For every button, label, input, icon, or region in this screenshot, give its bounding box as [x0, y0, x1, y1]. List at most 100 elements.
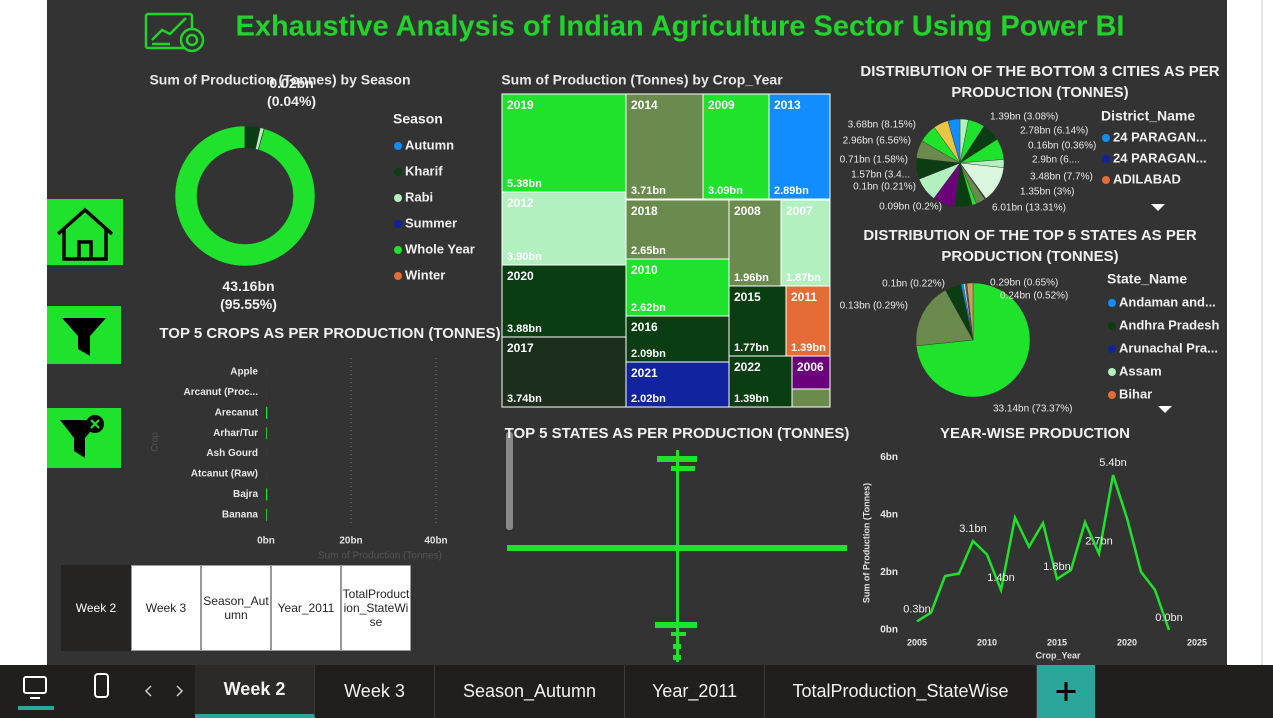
data-label: 33.14bn (73.37%) [993, 404, 1073, 415]
x-tick-label: 2015 [1047, 637, 1067, 647]
x-axis-title: Sum of Production (Tonnes) [318, 551, 442, 562]
legend-marker [1102, 176, 1110, 184]
data-label: 0.1bn (0.22%) [882, 279, 945, 290]
data-label: 1.8bn [1043, 561, 1071, 573]
legend-label: Whole Year [405, 241, 475, 256]
cell-value: 1.39bn [791, 342, 826, 354]
legend-scroll[interactable] [1151, 204, 1165, 211]
treemap-cell [785, 285, 831, 357]
data-label: 0.09bn (0.2%) [879, 202, 942, 213]
y-tick-label: 4bn [880, 509, 898, 520]
legend-marker [394, 246, 402, 254]
bar [266, 488, 268, 501]
cell-value: 3.74bn [507, 393, 542, 405]
desktop-view-button[interactable] [18, 676, 54, 710]
page-title: Exhaustive Analysis of Indian Agricultur… [235, 11, 1124, 43]
bar [266, 427, 267, 440]
legend-marker [1108, 299, 1116, 307]
y-tick-label: Ash Gourd [206, 448, 258, 459]
data-label: 0.29bn (0.65%) [990, 278, 1058, 289]
bookmark-button[interactable]: Year_2011 [271, 565, 341, 651]
page-tab[interactable]: Week 3 [315, 665, 435, 718]
cell-value: 1.87bn [786, 272, 821, 284]
cell-label: 2015 [734, 290, 761, 304]
y-tick-label: Apple [230, 367, 258, 378]
cell-value: 1.77bn [734, 342, 769, 354]
pie-slice [915, 289, 974, 347]
y-tick-label: 0bn [880, 625, 898, 636]
cell-value: 5.38bn [507, 178, 542, 190]
cell-label: 2012 [507, 196, 534, 210]
data-label: 2.7bn [1085, 536, 1113, 548]
page-tab[interactable]: Year_2011 [625, 665, 765, 718]
page-tab[interactable]: Season_Autumn [435, 665, 625, 718]
data-label: 0.02bn (0.04%) [267, 74, 317, 109]
legend-title: State_Name [1107, 271, 1187, 287]
legend-label: Autumn [405, 137, 454, 152]
data-label: 0.24bn (0.52%) [1000, 291, 1068, 302]
legend-label: Andhra Pradesh [1119, 317, 1219, 332]
mobile-view-button[interactable] [94, 673, 109, 698]
bar [266, 508, 267, 521]
x-axis-title: Crop_Year [1035, 650, 1081, 660]
legend-label: Rabi [405, 189, 433, 204]
treemap-cell [728, 355, 793, 408]
page-tab[interactable]: TotalProduction_StateWise [765, 665, 1037, 718]
legend-label: 24 PARAGAN... [1113, 150, 1207, 165]
filter-button[interactable] [47, 306, 121, 364]
y-tick-label: 6bn [880, 452, 898, 463]
data-label: 3.48bn (7.7%) [1030, 172, 1093, 183]
legend-label: Assam [1119, 363, 1162, 378]
page-tab[interactable]: Week 2 [195, 665, 315, 718]
treemap-cell [501, 93, 627, 193]
cell-value: 2.62bn [631, 302, 666, 314]
treemap-cell [501, 264, 627, 338]
legend-scroll[interactable] [1158, 406, 1172, 413]
cell-value: 2.09bn [631, 348, 666, 360]
legend-marker [1102, 155, 1110, 163]
bookmark-button[interactable]: Season_Autumn [201, 565, 271, 651]
data-label: 1.4bn [987, 572, 1015, 584]
cell-label: 2018 [631, 204, 658, 218]
legend-label: 24 PARAGAN... [1113, 129, 1207, 144]
data-label: 6.01bn (13.31%) [992, 203, 1066, 214]
cell-label: 2011 [791, 290, 817, 304]
prev-page[interactable] [144, 685, 152, 697]
data-label: 0.0bn [1155, 612, 1183, 624]
y-tick-label: Arcanut (Proc... [184, 387, 259, 398]
chart-title: TOP 5 CROPS AS PER PRODUCTION (TONNES) [159, 325, 500, 342]
legend-label: Arunachal Pra... [1119, 340, 1218, 355]
clear-filter-button[interactable] [47, 408, 121, 468]
treemap-cell [728, 199, 782, 287]
legend-marker [394, 194, 402, 202]
bar [266, 406, 268, 419]
bookmark-button[interactable]: TotalProduction_StateWise [341, 565, 411, 651]
cell-value: 1.96bn [734, 272, 769, 284]
legend-marker [394, 272, 402, 280]
legend-marker [1108, 391, 1116, 399]
data-label: 2.96bn (6.56%) [843, 136, 911, 147]
bookmark-button[interactable]: Week 3 [131, 565, 201, 651]
cell-label: 2022 [734, 360, 761, 374]
next-page[interactable] [176, 685, 184, 697]
legend-marker [394, 142, 402, 150]
legend-label: Winter [405, 267, 445, 282]
y-tick-label: Arecanut [215, 407, 259, 418]
bookmark-button[interactable]: Week 2 [61, 565, 131, 651]
cell-value: 3.71bn [631, 185, 666, 197]
add-page-button[interactable] [1037, 665, 1095, 718]
x-tick-label: 2005 [907, 637, 927, 647]
cell-value: 1.39bn [734, 393, 769, 405]
legend-marker [1108, 322, 1116, 330]
data-label: 0.1bn (0.21%) [853, 182, 916, 193]
home-button[interactable] [47, 199, 123, 265]
cell-value: 2.89bn [774, 185, 809, 197]
treemap-cell [768, 93, 831, 200]
x-tick-label: 0bn [257, 536, 275, 547]
chart-title: Sum of Production (Tonnes) by Crop_Year [501, 72, 783, 88]
legend-marker [394, 220, 402, 228]
treemap-cell [625, 93, 704, 200]
legend-label: ADILABAD [1113, 171, 1181, 186]
